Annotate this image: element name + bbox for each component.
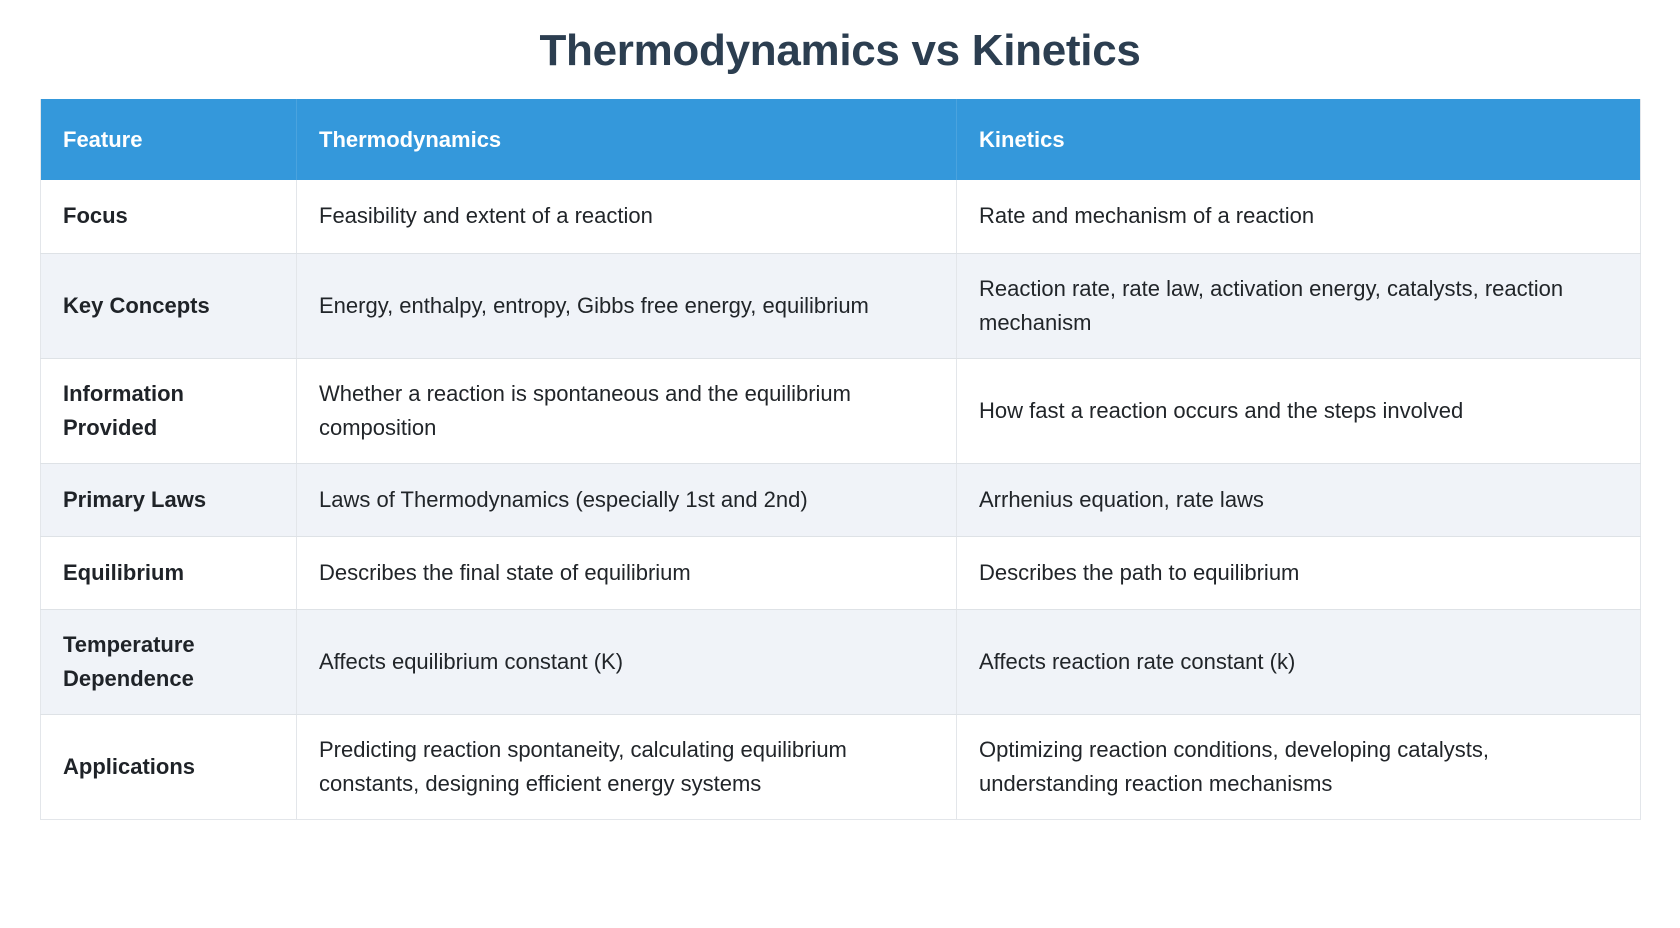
table-row: Applications Predicting reaction spontan…	[40, 714, 1641, 820]
cell-thermodynamics: Feasibility and extent of a reaction	[296, 180, 957, 254]
cell-thermodynamics: Laws of Thermodynamics (especially 1st a…	[296, 463, 957, 537]
cell-thermodynamics: Predicting reaction spontaneity, calcula…	[296, 714, 957, 820]
cell-thermodynamics: Energy, enthalpy, entropy, Gibbs free en…	[296, 253, 957, 359]
page-title: Thermodynamics vs Kinetics	[539, 26, 1141, 75]
table-row: Primary Laws Laws of Thermodynamics (esp…	[40, 463, 1641, 537]
table-row: Information Provided Whether a reaction …	[40, 358, 1641, 464]
cell-kinetics: How fast a reaction occurs and the steps…	[956, 358, 1641, 464]
comparison-table: Feature Thermodynamics Kinetics Focus Fe…	[40, 99, 1641, 821]
cell-kinetics: Optimizing reaction conditions, developi…	[956, 714, 1641, 820]
cell-kinetics: Rate and mechanism of a reaction	[956, 180, 1641, 254]
cell-feature: Focus	[40, 180, 297, 254]
table-body: Focus Feasibility and extent of a reacti…	[40, 180, 1641, 820]
cell-feature: Key Concepts	[40, 253, 297, 359]
table-row: Temperature Dependence Affects equilibri…	[40, 609, 1641, 716]
table-row: Equilibrium Describes the final state of…	[40, 536, 1641, 610]
cell-feature: Information Provided	[40, 358, 297, 464]
table-row: Focus Feasibility and extent of a reacti…	[40, 180, 1641, 254]
comparison-table-container: Feature Thermodynamics Kinetics Focus Fe…	[40, 99, 1641, 821]
table-row: Key Concepts Energy, enthalpy, entropy, …	[40, 253, 1641, 359]
column-header-thermodynamics[interactable]: Thermodynamics	[296, 99, 957, 180]
table-header-row: Feature Thermodynamics Kinetics	[40, 99, 1641, 180]
cell-thermodynamics: Whether a reaction is spontaneous and th…	[296, 358, 957, 464]
cell-thermodynamics: Affects equilibrium constant (K)	[296, 609, 957, 716]
cell-feature: Equilibrium	[40, 536, 297, 610]
cell-feature: Temperature Dependence	[40, 609, 297, 716]
column-header-feature[interactable]: Feature	[40, 99, 297, 180]
cell-feature: Primary Laws	[40, 463, 297, 537]
cell-feature: Applications	[40, 714, 297, 820]
cell-kinetics: Reaction rate, rate law, activation ener…	[956, 253, 1641, 359]
column-header-kinetics[interactable]: Kinetics	[956, 99, 1641, 180]
table-header: Feature Thermodynamics Kinetics	[40, 99, 1641, 180]
cell-kinetics: Affects reaction rate constant (k)	[956, 609, 1641, 716]
cell-kinetics: Describes the path to equilibrium	[956, 536, 1641, 610]
cell-thermodynamics: Describes the final state of equilibrium	[296, 536, 957, 610]
cell-kinetics: Arrhenius equation, rate laws	[956, 463, 1641, 537]
